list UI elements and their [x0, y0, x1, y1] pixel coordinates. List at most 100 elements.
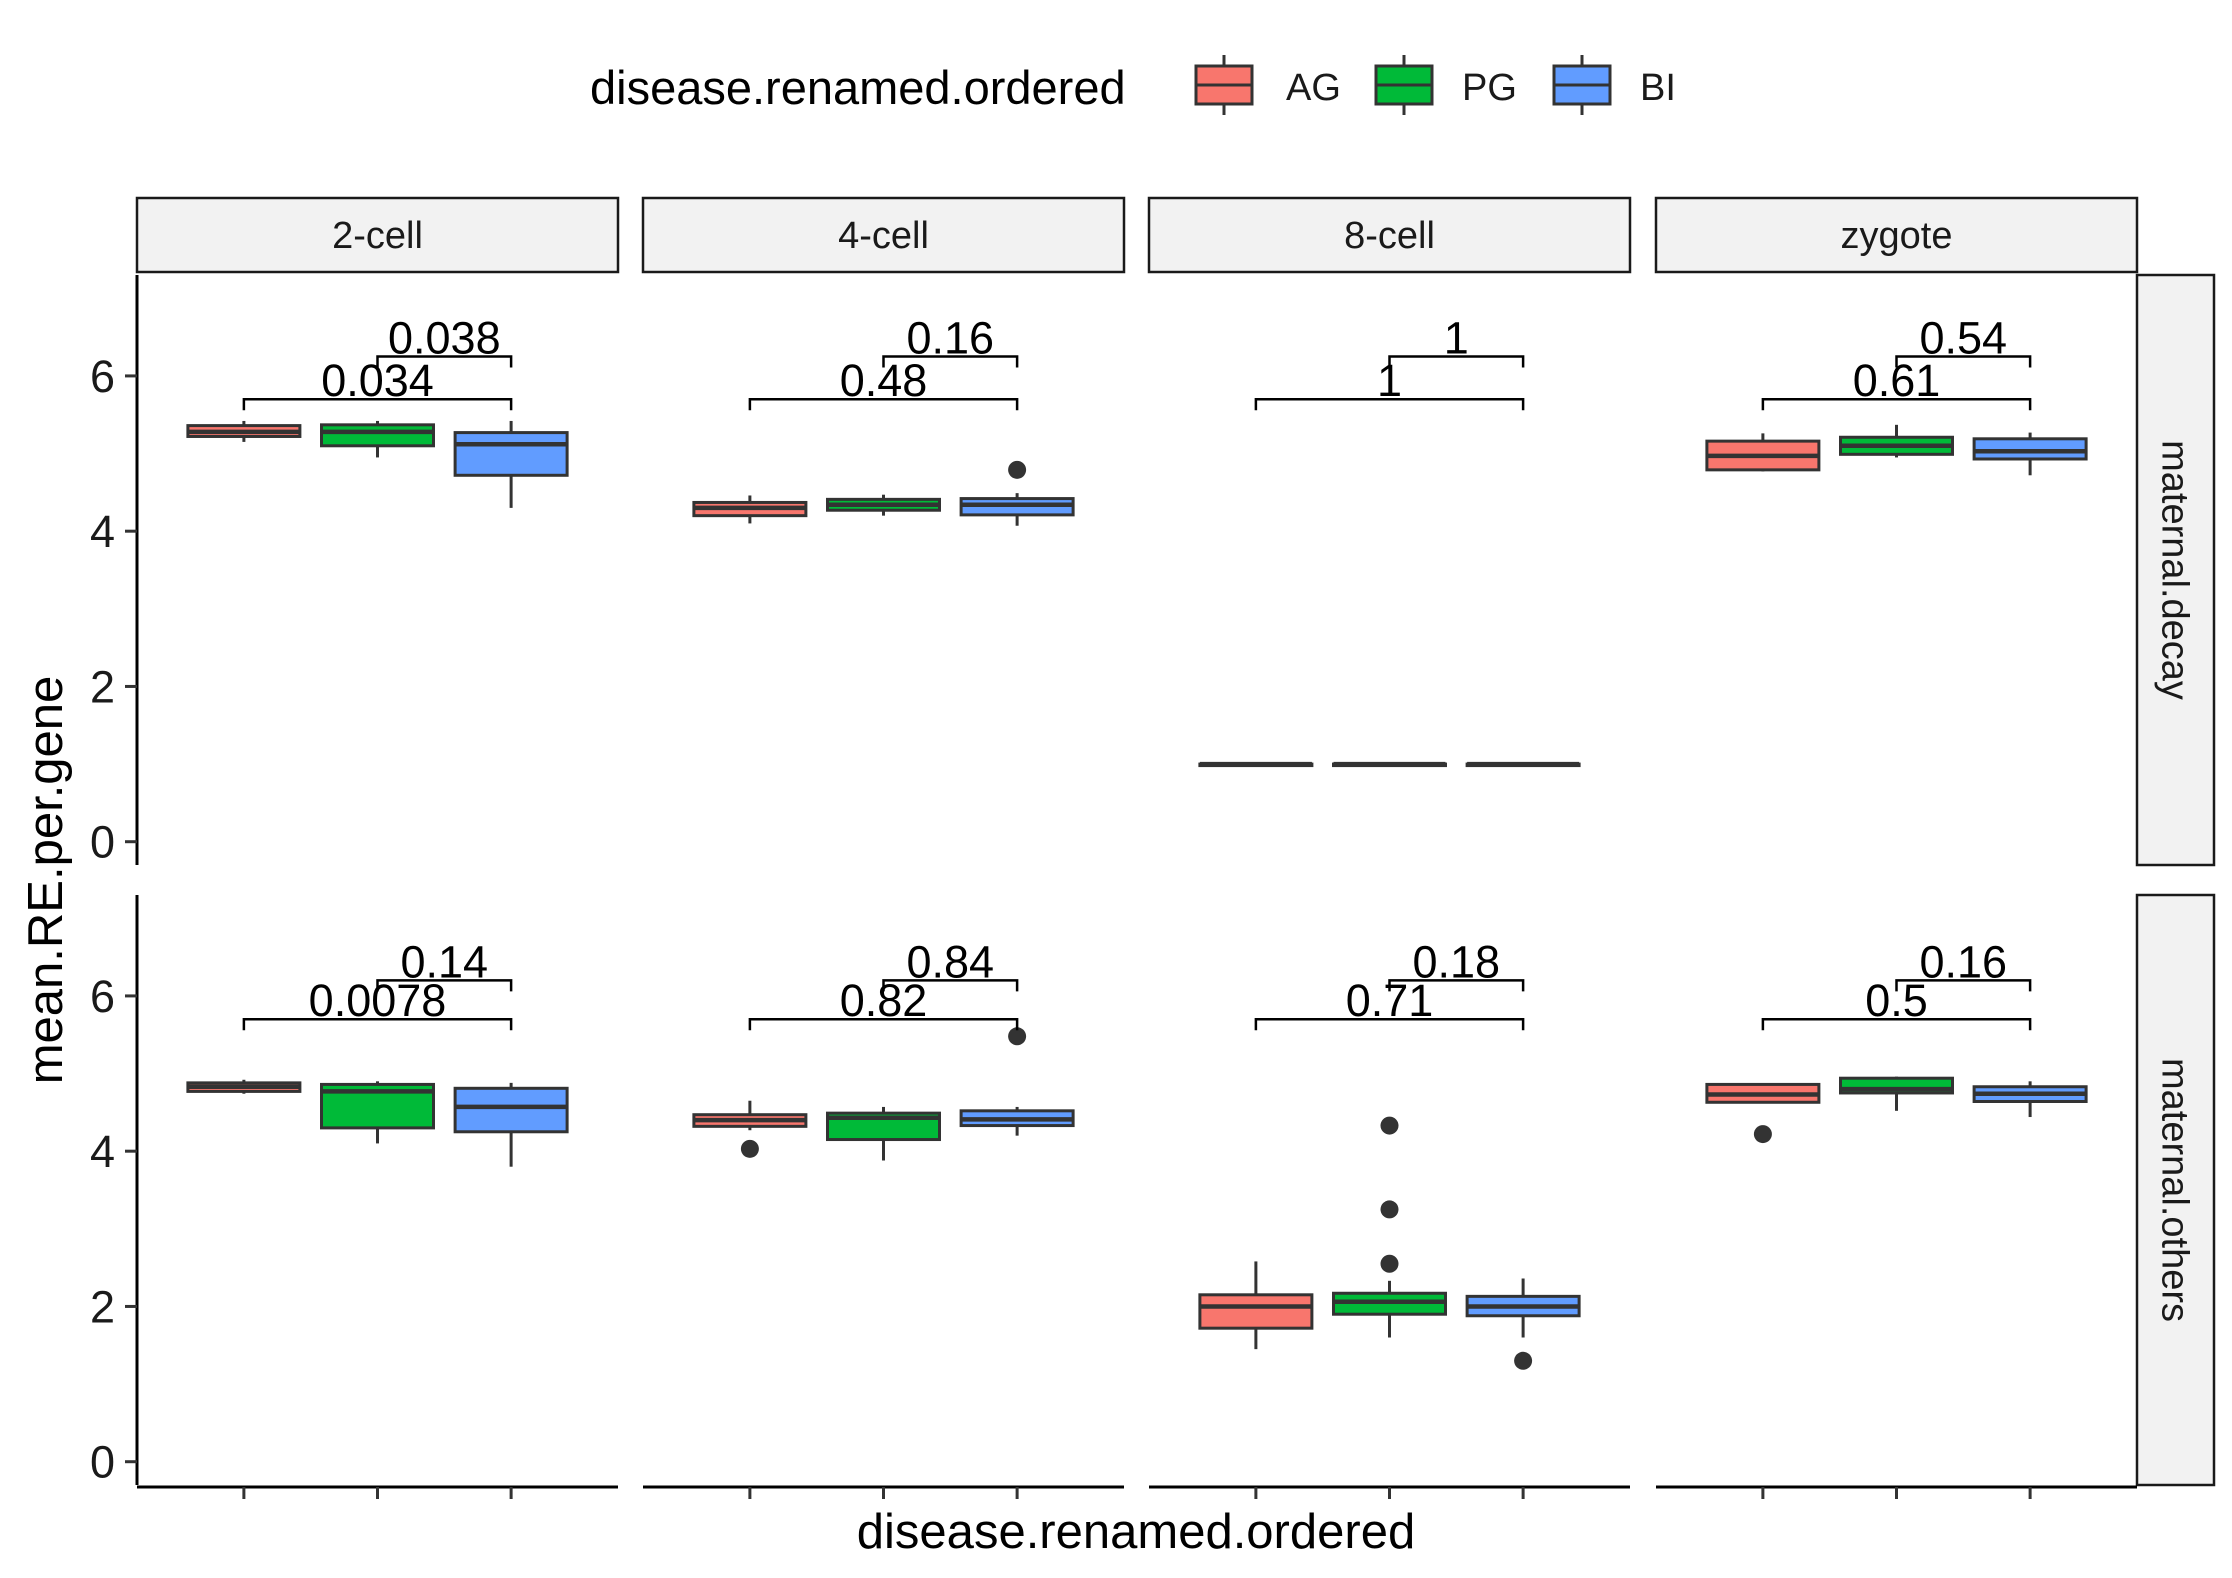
outlier-point — [740, 1139, 759, 1158]
y-tick-label: 4 — [90, 506, 115, 557]
comparison-bracket — [1895, 979, 2032, 992]
y-tick-label: 0 — [90, 1437, 115, 1488]
outlier-point — [1008, 1027, 1027, 1046]
p-value-label: 0.18 — [1413, 936, 1501, 987]
outlier-point — [1753, 1125, 1772, 1144]
box-bi — [453, 1082, 569, 1167]
outlier-point — [1514, 1351, 1533, 1370]
facet-strip-4-cell: 4-cell — [641, 196, 1126, 274]
box-pg — [826, 494, 941, 516]
box-ag — [1198, 761, 1314, 768]
panel-maternal.others-4-cell: 0.820.84 — [692, 936, 1075, 1161]
facet-strip-box — [1147, 196, 1632, 274]
comparison-pg-bi: 0.14 — [376, 936, 513, 992]
box-bi — [1972, 432, 2088, 476]
comparison-pg-bi: 0.84 — [882, 936, 1019, 992]
box-body — [320, 423, 435, 448]
facet-strip-label: 8-cell — [1344, 215, 1435, 257]
comparison-bracket — [376, 355, 513, 368]
comparison-bracket — [882, 355, 1019, 368]
facet-strip-label: 2-cell — [332, 215, 423, 257]
box-pg — [1332, 1116, 1447, 1338]
panel-maternal.others-8-cell: 0.710.18 — [1198, 936, 1581, 1370]
box-ag — [692, 1100, 808, 1158]
comparison-bracket — [376, 979, 513, 992]
y-tick-label: 6 — [90, 971, 115, 1022]
comparison-bracket — [1761, 397, 2032, 411]
box-pg — [1839, 1076, 1954, 1111]
box-ag — [1705, 433, 1821, 472]
outlier-point — [1380, 1254, 1399, 1273]
facet-strip-box — [2135, 893, 2216, 1487]
legend-label-ag: AG — [1286, 67, 1341, 109]
facet-strip-maternal.decay: maternal.decay — [2135, 273, 2216, 867]
box-ag — [1198, 1261, 1314, 1350]
comparison-ag-bi: 0.5 — [1761, 975, 2032, 1031]
comparison-bracket — [1254, 397, 1525, 411]
comparison-pg-bi: 0.16 — [1895, 936, 2032, 992]
legend-item-bi: BI — [1552, 55, 1676, 115]
p-value-label: 0.14 — [401, 936, 489, 987]
x-axis-2-cell — [137, 1485, 618, 1499]
p-value-label: 1 — [1444, 313, 1469, 364]
facet-strip-label: maternal.decay — [2154, 440, 2196, 700]
x-axis-4-cell — [643, 1485, 1124, 1499]
box-body — [453, 1086, 569, 1134]
box-bi — [959, 1027, 1075, 1136]
comparison-bracket — [882, 979, 1019, 992]
comparison-pg-bi: 1 — [1388, 313, 1525, 368]
comparison-bracket — [1388, 355, 1525, 368]
comparison-pg-bi: 0.16 — [882, 313, 1019, 368]
box-pg — [1839, 424, 1954, 458]
facet-strip-label: zygote — [1841, 215, 1953, 257]
box-ag — [1705, 1082, 1821, 1144]
outlier-point — [1380, 1116, 1399, 1135]
box-pg — [320, 420, 435, 458]
comparison-bracket — [242, 397, 513, 411]
box-bi — [1972, 1081, 2088, 1118]
y-axis-maternal.others: 0 2 4 6 — [90, 895, 139, 1488]
legend-item-pg: PG — [1374, 55, 1517, 115]
comparison-bracket — [748, 1017, 1019, 1031]
comparison-bracket — [1895, 355, 2032, 368]
p-value-label: 0.54 — [1920, 313, 2008, 364]
panel-maternal.decay-4-cell: 0.480.16 — [692, 313, 1075, 526]
panel-maternal.decay-zygote: 0.610.54 — [1705, 313, 2088, 476]
box-bi — [959, 460, 1075, 526]
comparison-bracket — [1388, 979, 1525, 992]
box-body — [1198, 1293, 1314, 1330]
facet-strip-label: 4-cell — [838, 215, 929, 257]
comparison-ag-bi: 0.71 — [1254, 975, 1525, 1031]
comparison-bracket — [748, 397, 1019, 411]
box-body — [1972, 437, 2088, 461]
box-bi — [1465, 761, 1581, 768]
y-tick-label: 2 — [90, 1281, 115, 1332]
facet-strip-maternal.others: maternal.others — [2135, 893, 2216, 1487]
panel-maternal.others-zygote: 0.50.16 — [1705, 936, 2088, 1144]
y-axis-maternal.decay: 0 2 4 6 — [90, 275, 139, 868]
comparison-pg-bi: 0.038 — [376, 313, 513, 368]
p-value-label: 0.16 — [1920, 936, 2008, 987]
y-axis-title: mean.RE.per.gene — [19, 676, 73, 1085]
outlier-point — [1008, 460, 1027, 479]
box-ag — [186, 420, 302, 442]
legend-label-pg: PG — [1462, 67, 1517, 109]
panel-maternal.decay-8-cell: 11 — [1198, 313, 1581, 768]
facet-strip-box — [641, 196, 1126, 274]
y-tick-label: 6 — [90, 351, 115, 402]
y-tick-label: 0 — [90, 817, 115, 868]
facet-strip-box — [2135, 273, 2216, 867]
facet-strip-8-cell: 8-cell — [1147, 196, 1632, 274]
legend-title: disease.renamed.ordered — [590, 61, 1126, 114]
box-pg — [320, 1081, 435, 1144]
facet-strip-zygote: zygote — [1654, 196, 2139, 274]
box-bi — [453, 420, 569, 508]
legend-label-bi: BI — [1640, 67, 1676, 109]
legend: disease.renamed.ordered AG PG BI — [590, 55, 1676, 115]
comparison-bracket — [1761, 1017, 2032, 1031]
p-value-label: 0.038 — [388, 313, 501, 364]
box-bi — [1465, 1278, 1581, 1370]
